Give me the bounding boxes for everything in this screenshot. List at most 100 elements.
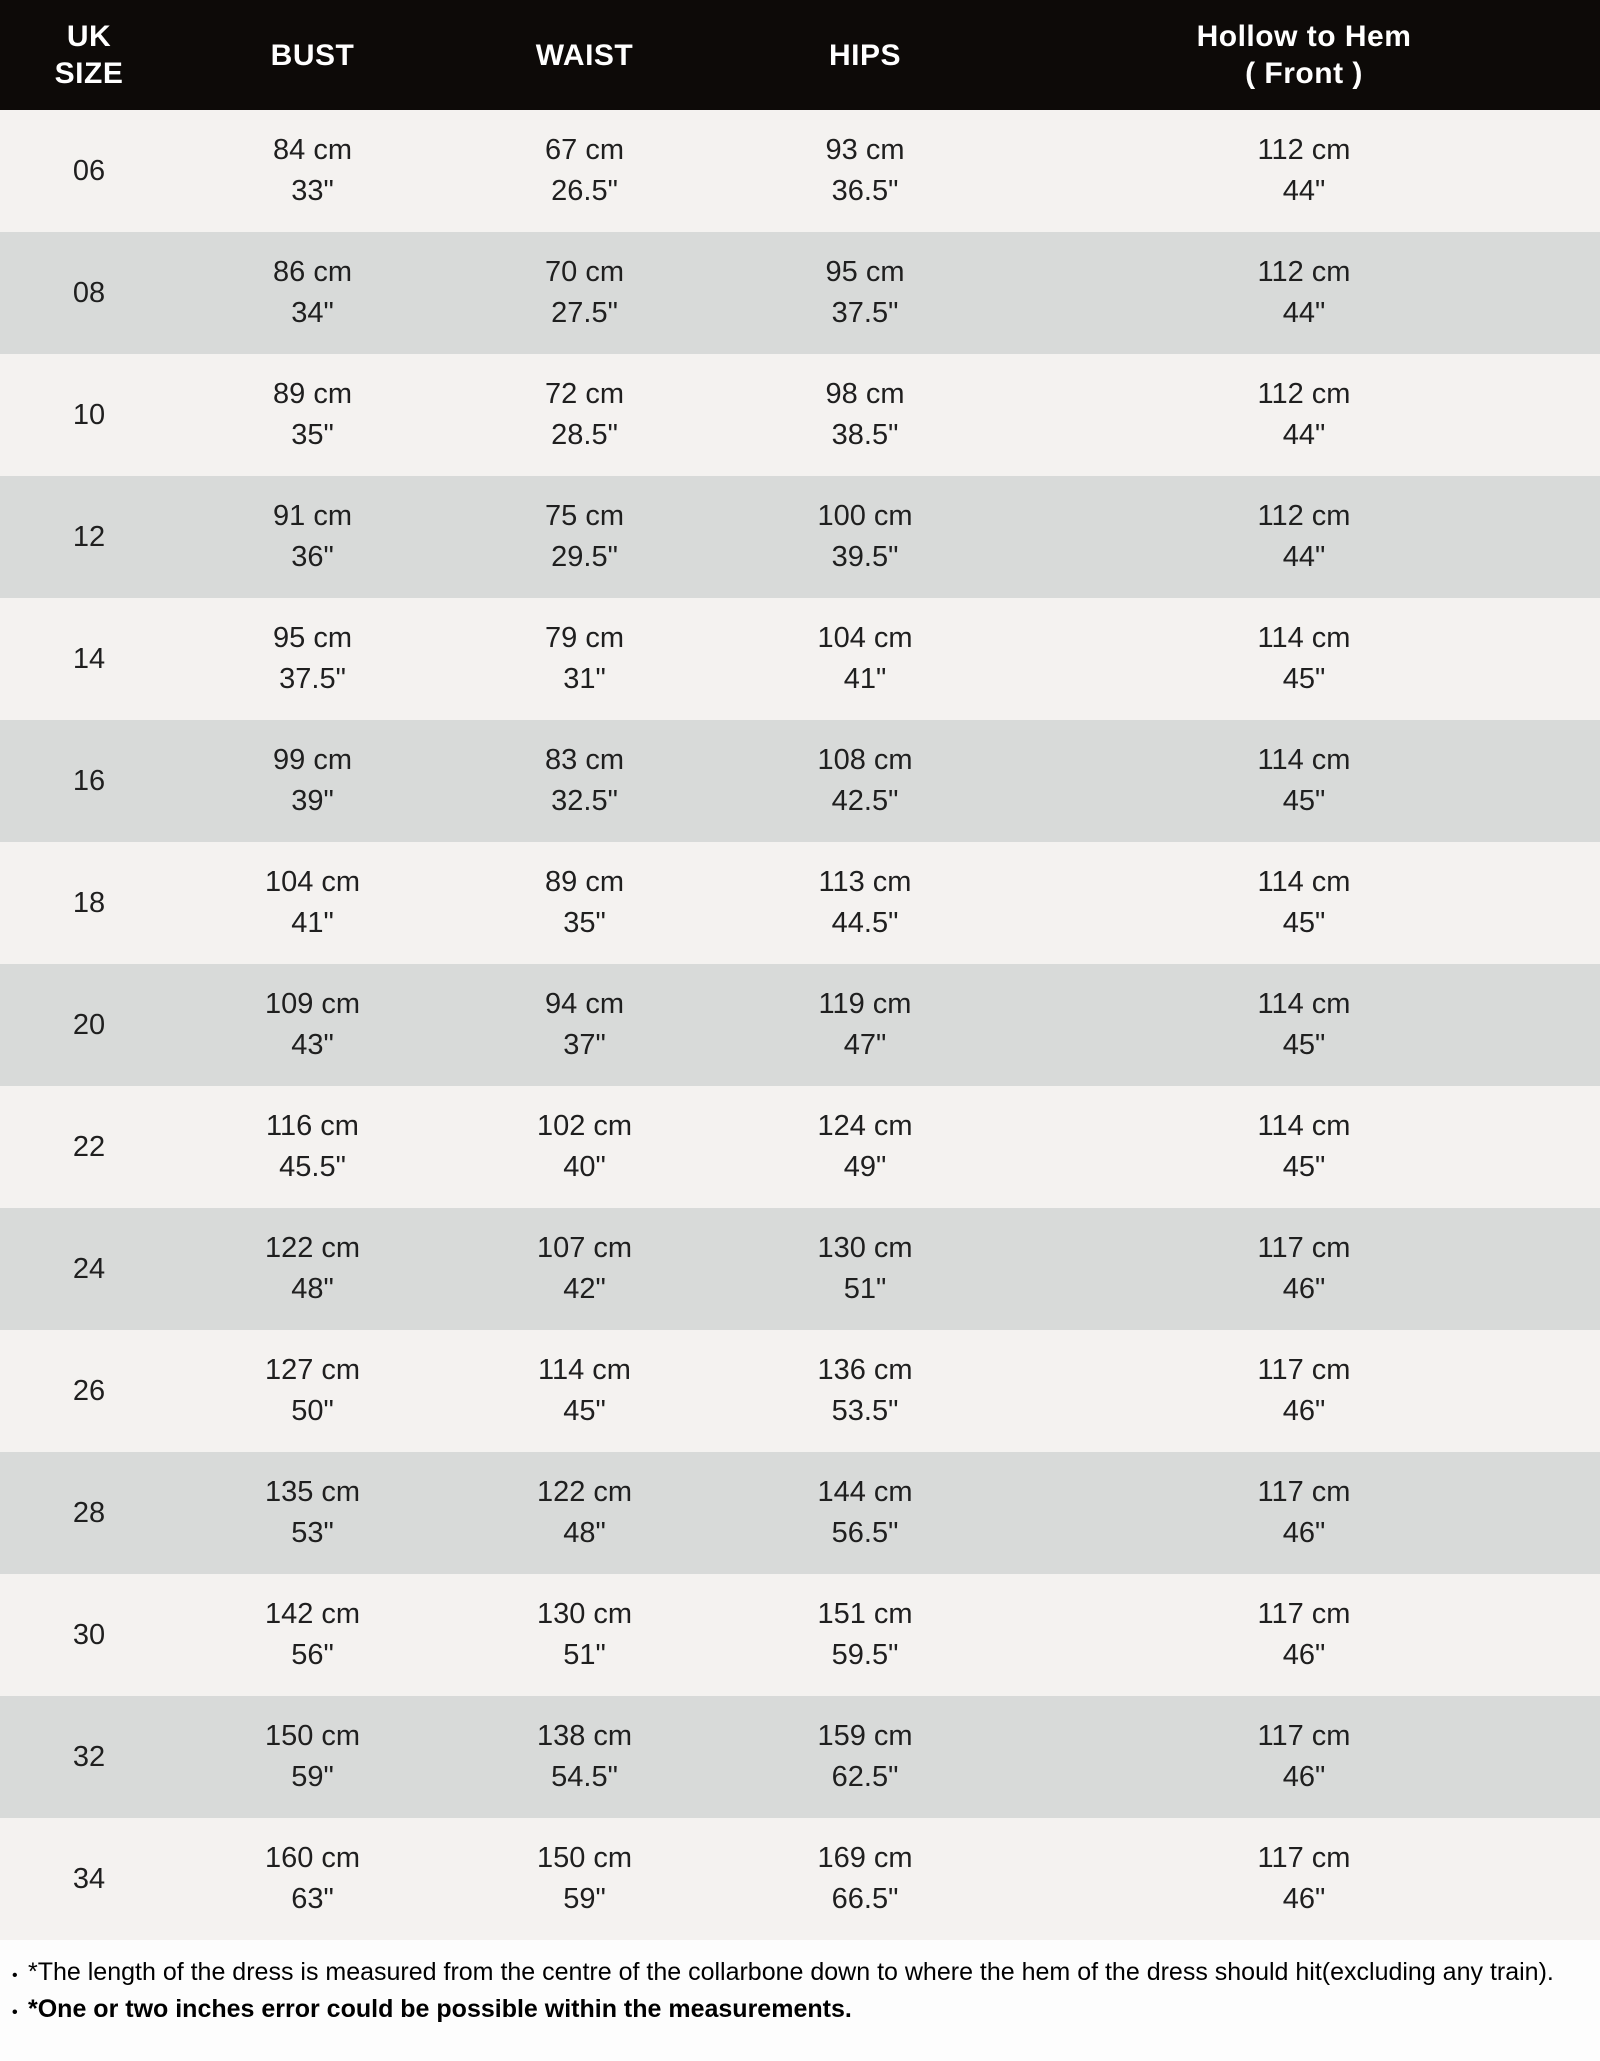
- bust-cm-value: 122 cm: [264, 1232, 361, 1264]
- hips-cell: 104 cm 41": [722, 598, 1008, 720]
- uk-size-cell: 34: [0, 1818, 178, 1940]
- uk-size-value: 12: [72, 520, 106, 553]
- uk-size-value: 20: [72, 1008, 106, 1041]
- col-header-hollow-to-hem: Hollow to Hem ( Front ): [1008, 0, 1600, 110]
- bust-cell: 122 cm 48": [178, 1208, 447, 1330]
- waist-cell: 102 cm 40": [447, 1086, 722, 1208]
- table-row: 22 116 cm 45.5" 102 cm 40" 124 cm 49" 11…: [0, 1086, 1600, 1208]
- bust-cm-value: 160 cm: [264, 1842, 361, 1874]
- hips-cell: 151 cm 59.5": [722, 1574, 1008, 1696]
- bust-cell: 127 cm 50": [178, 1330, 447, 1452]
- waist-inch-value: 42": [563, 1273, 606, 1305]
- hollow-to-hem-cell: 114 cm 45": [1008, 720, 1600, 842]
- hollow-cm-value: 114 cm: [1257, 866, 1351, 898]
- table-row: 10 89 cm 35" 72 cm 28.5" 98 cm 38.5" 112…: [0, 354, 1600, 476]
- uk-size-cell: 08: [0, 232, 178, 354]
- hollow-to-hem-cell: 114 cm 45": [1008, 598, 1600, 720]
- bust-inch-value: 45.5": [279, 1151, 346, 1183]
- bust-cm-value: 84 cm: [273, 134, 352, 166]
- table-row: 16 99 cm 39" 83 cm 32.5" 108 cm 42.5" 11…: [0, 720, 1600, 842]
- hollow-cm-value: 117 cm: [1257, 1598, 1351, 1630]
- waist-cell: 130 cm 51": [447, 1574, 722, 1696]
- uk-size-cell: 26: [0, 1330, 178, 1452]
- uk-size-cell: 20: [0, 964, 178, 1086]
- waist-cm-value: 122 cm: [536, 1476, 633, 1508]
- table-row: 06 84 cm 33" 67 cm 26.5" 93 cm 36.5" 112…: [0, 110, 1600, 232]
- bust-cm-value: 104 cm: [264, 866, 361, 898]
- hips-cm-value: 169 cm: [817, 1842, 913, 1874]
- hips-cell: 130 cm 51": [722, 1208, 1008, 1330]
- hips-inch-value: 51": [843, 1273, 887, 1305]
- hollow-to-hem-cell: 117 cm 46": [1008, 1208, 1600, 1330]
- hollow-cm-value: 117 cm: [1257, 1476, 1351, 1508]
- bust-inch-value: 35": [291, 419, 334, 451]
- waist-inch-value: 37": [563, 1029, 606, 1061]
- bust-cell: 95 cm 37.5": [178, 598, 447, 720]
- header-row: UK SIZE BUST WAIST HIPS Hollow to Hem ( …: [0, 0, 1600, 110]
- waist-inch-value: 40": [563, 1151, 606, 1183]
- uk-size-value: 10: [72, 398, 106, 431]
- uk-size-cell: 10: [0, 354, 178, 476]
- hips-cm-value: 95 cm: [825, 256, 905, 288]
- bust-cm-value: 150 cm: [264, 1720, 361, 1752]
- uk-size-value: 32: [72, 1740, 106, 1773]
- hips-inch-value: 49": [843, 1151, 887, 1183]
- hollow-inch-value: 45": [1282, 1151, 1326, 1183]
- hips-cm-value: 119 cm: [818, 988, 912, 1020]
- waist-cm-value: 79 cm: [545, 622, 624, 654]
- bust-cell: 109 cm 43": [178, 964, 447, 1086]
- bust-inch-value: 59": [291, 1761, 334, 1793]
- waist-cm-value: 72 cm: [545, 378, 624, 410]
- uk-size-cell: 28: [0, 1452, 178, 1574]
- hollow-to-hem-cell: 114 cm 45": [1008, 1086, 1600, 1208]
- hips-cell: 95 cm 37.5": [722, 232, 1008, 354]
- hollow-to-hem-cell: 117 cm 46": [1008, 1452, 1600, 1574]
- bust-cell: 160 cm 63": [178, 1818, 447, 1940]
- note-length-measurement-text: *The length of the dress is measured fro…: [28, 1958, 1554, 1986]
- uk-size-cell: 12: [0, 476, 178, 598]
- hips-cell: 113 cm 44.5": [722, 842, 1008, 964]
- hips-inch-value: 44.5": [831, 907, 899, 939]
- waist-inch-value: 51": [563, 1639, 606, 1671]
- size-chart-table: UK SIZE BUST WAIST HIPS Hollow to Hem ( …: [0, 0, 1600, 1940]
- hollow-cm-value: 112 cm: [1257, 256, 1351, 288]
- bust-cell: 89 cm 35": [178, 354, 447, 476]
- bust-cell: 142 cm 56": [178, 1574, 447, 1696]
- waist-cell: 150 cm 59": [447, 1818, 722, 1940]
- waist-cm-value: 75 cm: [545, 500, 624, 532]
- uk-size-value: 08: [72, 276, 106, 309]
- hollow-to-hem-cell: 112 cm 44": [1008, 110, 1600, 232]
- bust-cell: 86 cm 34": [178, 232, 447, 354]
- hollow-cm-value: 114 cm: [1257, 622, 1351, 654]
- hollow-inch-value: 44": [1282, 297, 1326, 329]
- waist-inch-value: 45": [563, 1395, 606, 1427]
- size-chart-header: UK SIZE BUST WAIST HIPS Hollow to Hem ( …: [0, 0, 1600, 110]
- bust-cm-value: 89 cm: [273, 378, 352, 410]
- uk-size-value: 22: [72, 1130, 106, 1163]
- bust-inch-value: 48": [291, 1273, 334, 1305]
- bust-cell: 91 cm 36": [178, 476, 447, 598]
- table-row: 34 160 cm 63" 150 cm 59" 169 cm 66.5" 11…: [0, 1818, 1600, 1940]
- uk-size-value: 26: [72, 1374, 106, 1407]
- hollow-inch-value: 46": [1282, 1883, 1326, 1915]
- waist-inch-value: 27.5": [551, 297, 618, 329]
- table-row: 08 86 cm 34" 70 cm 27.5" 95 cm 37.5" 112…: [0, 232, 1600, 354]
- hips-inch-value: 36.5": [831, 175, 899, 207]
- hollow-to-hem-cell: 117 cm 46": [1008, 1574, 1600, 1696]
- hollow-cm-value: 117 cm: [1257, 1720, 1351, 1752]
- uk-size-cell: 14: [0, 598, 178, 720]
- waist-cell: 67 cm 26.5": [447, 110, 722, 232]
- uk-size-cell: 06: [0, 110, 178, 232]
- uk-size-cell: 18: [0, 842, 178, 964]
- table-row: 12 91 cm 36" 75 cm 29.5" 100 cm 39.5" 11…: [0, 476, 1600, 598]
- hips-inch-value: 59.5": [831, 1639, 899, 1671]
- waist-cm-value: 89 cm: [545, 866, 624, 898]
- hollow-to-hem-cell: 114 cm 45": [1008, 964, 1600, 1086]
- bust-inch-value: 41": [291, 907, 334, 939]
- waist-cell: 107 cm 42": [447, 1208, 722, 1330]
- uk-size-value: 14: [72, 642, 106, 675]
- bust-cm-value: 95 cm: [273, 622, 352, 654]
- col-header-hips: HIPS: [722, 0, 1008, 110]
- uk-size-value: 28: [72, 1496, 106, 1529]
- hips-cell: 159 cm 62.5": [722, 1696, 1008, 1818]
